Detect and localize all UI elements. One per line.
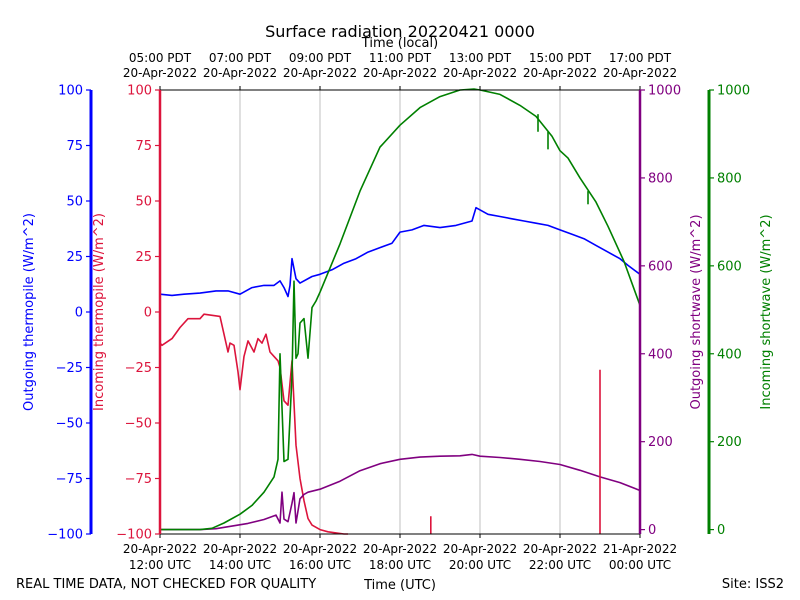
y-axis-label-in_thermo: Incoming thermopile (W/m^2): [92, 213, 107, 411]
series-line-out_sw: [160, 453, 641, 531]
y-tick-label-in_thermo: −50: [125, 417, 152, 432]
site-label: Site: ISS2: [722, 577, 784, 592]
y-tick-label-out_thermo: 50: [66, 195, 83, 210]
y-axis-label-out_sw: Outgoing shortwave (W/m^2): [689, 214, 704, 409]
x-top-tick-time: 05:00 PDT: [129, 51, 192, 65]
y-tick-label-in_thermo: −75: [125, 472, 152, 487]
y-tick-label-out_thermo: 0: [75, 306, 83, 321]
x-top-tick-time: 11:00 PDT: [369, 51, 432, 65]
y-tick-label-in_sw: 800: [717, 171, 742, 186]
x-bottom-tick-time: 14:00 UTC: [209, 558, 271, 572]
y-tick-label-out_sw: 800: [648, 171, 673, 186]
quality-notice: REAL TIME DATA, NOT CHECKED FOR QUALITY: [16, 577, 316, 592]
y-tick-label-in_thermo: 25: [135, 250, 152, 265]
x-top-tick-date: 20-Apr-2022: [523, 66, 597, 80]
series-line-in_thermo: [159, 313, 348, 535]
y-tick-label-in_sw: 1000: [717, 84, 750, 99]
y-tick-label-in_thermo: 75: [135, 139, 152, 154]
chart-title: Surface radiation 20220421 0000: [265, 22, 535, 41]
x-bottom-tick-date: 21-Apr-2022: [603, 542, 677, 556]
x-bottom-tick-date: 20-Apr-2022: [443, 542, 517, 556]
y-tick-label-out_sw: 400: [648, 347, 673, 362]
x-bottom-tick-time: 20:00 UTC: [449, 558, 511, 572]
y-tick-label-in_sw: 0: [717, 523, 725, 538]
x-top-tick-date: 20-Apr-2022: [203, 66, 277, 80]
x-bottom-axis-label: Time (UTC): [363, 578, 436, 593]
x-top-tick-date: 20-Apr-2022: [283, 66, 357, 80]
y-tick-label-out_thermo: 75: [66, 139, 83, 154]
x-top-tick-date: 20-Apr-2022: [603, 66, 677, 80]
x-top-axis-label: Time (local): [361, 36, 438, 51]
y-tick-label-out_thermo: −75: [56, 472, 83, 487]
y-tick-label-in_sw: 200: [717, 435, 742, 450]
x-bottom-tick-time: 00:00 UTC: [609, 558, 671, 572]
y-tick-label-out_sw: 0: [648, 523, 656, 538]
y-tick-label-out_sw: 1000: [648, 84, 681, 99]
x-bottom-tick-date: 20-Apr-2022: [523, 542, 597, 556]
y-tick-label-out_thermo: −25: [56, 361, 83, 376]
y-tick-label-in_sw: 400: [717, 347, 742, 362]
x-bottom-tick-date: 20-Apr-2022: [283, 542, 357, 556]
y-tick-label-out_thermo: −100: [47, 528, 83, 543]
y-tick-label-in_thermo: −25: [125, 361, 152, 376]
y-tick-label-in_sw: 600: [717, 259, 742, 274]
x-bottom-tick-date: 20-Apr-2022: [123, 542, 197, 556]
x-bottom-tick-time: 16:00 UTC: [289, 558, 351, 572]
x-bottom-tick-time: 22:00 UTC: [529, 558, 591, 572]
x-top-tick-time: 17:00 PDT: [609, 51, 672, 65]
y-tick-label-out_sw: 200: [648, 435, 673, 450]
y-axis-label-in_sw: Incoming shortwave (W/m^2): [759, 214, 774, 409]
y-axis-label-out_thermo: Outgoing thermopile (W/m^2): [22, 213, 37, 411]
x-bottom-tick-time: 18:00 UTC: [369, 558, 431, 572]
x-top-tick-time: 13:00 PDT: [449, 51, 512, 65]
x-bottom-tick-date: 20-Apr-2022: [203, 542, 277, 556]
y-tick-label-out_thermo: 100: [58, 84, 83, 99]
y-tick-label-in_thermo: 50: [135, 195, 152, 210]
y-tick-label-in_thermo: −100: [116, 528, 152, 543]
x-top-tick-date: 20-Apr-2022: [443, 66, 517, 80]
y-tick-label-out_thermo: −50: [56, 417, 83, 432]
y-tick-label-in_thermo: 0: [144, 306, 152, 321]
x-top-tick-time: 09:00 PDT: [289, 51, 352, 65]
y-tick-label-out_thermo: 25: [66, 250, 83, 265]
x-top-tick-time: 15:00 PDT: [529, 51, 592, 65]
x-top-tick-date: 20-Apr-2022: [123, 66, 197, 80]
series-line-in_sw: [160, 88, 641, 531]
y-tick-label-out_sw: 600: [648, 259, 673, 274]
series-line-out_thermo: [159, 206, 641, 298]
y-tick-label-in_thermo: 100: [127, 84, 152, 99]
x-bottom-tick-date: 20-Apr-2022: [363, 542, 437, 556]
x-top-tick-time: 07:00 PDT: [209, 51, 272, 65]
x-bottom-tick-time: 12:00 UTC: [129, 558, 191, 572]
x-top-tick-date: 20-Apr-2022: [363, 66, 437, 80]
